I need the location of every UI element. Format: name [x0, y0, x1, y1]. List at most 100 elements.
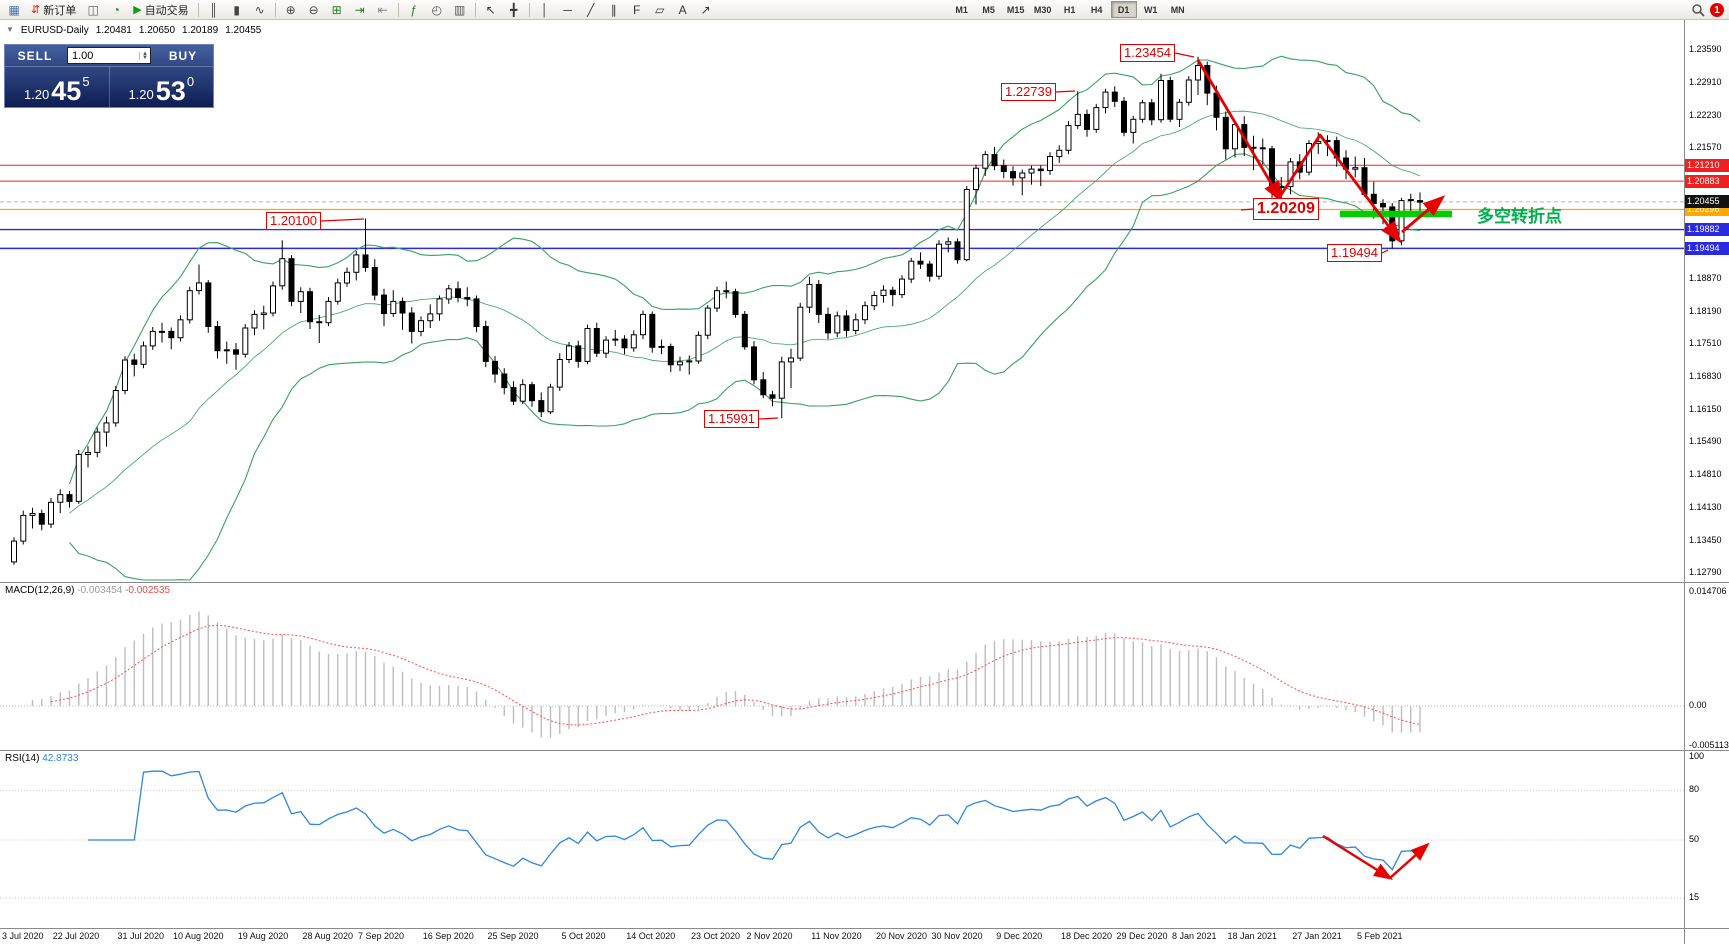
trend-arrow[interactable]: [1279, 133, 1402, 244]
date-axis-label: 9 Dec 2020: [996, 931, 1043, 941]
tf-M5[interactable]: M5: [982, 4, 995, 15]
price-axis-label: 1.13450: [1689, 535, 1722, 545]
buy-price[interactable]: 1.20 53 0: [108, 67, 214, 108]
sell-price[interactable]: 1.20 45 5: [5, 67, 109, 108]
toolbar-separator: [474, 2, 476, 17]
arrows-icon: ↗: [700, 2, 711, 17]
trend-arrow[interactable]: [1389, 842, 1430, 879]
tf-D1[interactable]: D1: [1110, 1, 1137, 18]
turning-point-zone[interactable]: [1340, 210, 1452, 218]
cursor-icon[interactable]: ↖: [480, 0, 502, 19]
shapes-icon[interactable]: ▱: [649, 0, 671, 19]
data-window-icon: ◔: [112, 2, 120, 17]
chart-shift-icon[interactable]: ⇤: [372, 0, 394, 19]
trend-arrow[interactable]: [1196, 59, 1284, 204]
period-icon[interactable]: ◴: [426, 0, 448, 19]
tile-windows-icon: ⊞: [331, 2, 342, 17]
trend-arrow[interactable]: [1322, 834, 1394, 880]
date-axis-label: 7 Sep 2020: [358, 931, 405, 941]
price-axis-label: 1.18870: [1689, 273, 1722, 283]
ohlc-high: 1.20650: [138, 25, 176, 36]
rsi-label: RSI(14) 42.8733: [5, 753, 78, 764]
new-order-button-label: 新订单: [43, 4, 77, 17]
channel-icon[interactable]: ∥: [603, 0, 625, 19]
price-annotation[interactable]: 1.20209: [1253, 198, 1319, 220]
crosshair-icon[interactable]: ╋: [503, 0, 525, 19]
toolbar-separator: [274, 2, 276, 17]
horizontal-line-icon[interactable]: ─: [557, 0, 579, 19]
bar-chart-icon[interactable]: ║: [203, 0, 225, 19]
chart-profiles-icon[interactable]: ◫: [82, 0, 104, 19]
tile-windows-icon[interactable]: ⊞: [326, 0, 348, 19]
text-icon[interactable]: A: [672, 0, 694, 19]
period-icon: ◴: [431, 2, 442, 17]
auto-scroll-icon: ⇥: [354, 2, 365, 17]
tf-W1[interactable]: W1: [1143, 4, 1158, 15]
sell-price-pips: 45: [51, 76, 82, 107]
date-axis-label: 31 Jul 2020: [117, 931, 165, 941]
sell-button[interactable]: SELL: [17, 48, 53, 63]
date-axis-label: 10 Aug 2020: [173, 931, 224, 941]
price-axis-tag: 1.20455: [1685, 195, 1729, 208]
candlestick-chart-icon[interactable]: ▮: [226, 0, 248, 19]
date-axis-label: 14 Oct 2020: [626, 931, 676, 941]
new-order-button[interactable]: ⇵ 新订单: [26, 1, 81, 18]
zoom-in-icon: ⊕: [285, 2, 296, 17]
auto-scroll-icon[interactable]: ⇥: [349, 0, 371, 19]
date-axis-label: 5 Oct 2020: [561, 931, 606, 941]
line-chart-icon[interactable]: ∿: [249, 0, 271, 19]
trendline-icon[interactable]: ╱: [580, 0, 602, 19]
templates-icon[interactable]: ▥: [449, 0, 471, 19]
rsi-axis-label: 80: [1689, 784, 1700, 794]
date-axis-label: 25 Sep 2020: [487, 931, 539, 941]
text-icon: A: [678, 2, 687, 17]
line-chart-icon: ∿: [254, 2, 265, 17]
new-chart-icon[interactable]: ▦: [3, 0, 25, 19]
one-click-trade-panel: SELL 1.00 ▲ ▼ BUY 1.20 45 5 1.20 53 0: [4, 44, 214, 108]
date-axis-label: 20 Nov 2020: [876, 931, 928, 941]
search-icon[interactable]: [1691, 3, 1705, 17]
indicators-icon[interactable]: ƒ: [403, 0, 425, 19]
cursor-icon: ↖: [485, 2, 496, 17]
buy-button[interactable]: BUY: [168, 48, 198, 63]
price-annotation[interactable]: 1.15991: [704, 410, 759, 429]
price-annotation[interactable]: 1.22739: [1001, 83, 1056, 102]
fibonacci-icon[interactable]: F: [626, 0, 648, 19]
buy-price-prefix: 1.20: [128, 87, 154, 102]
macd-signal-value: -0.002535: [125, 585, 171, 596]
crosshair-icon: ╋: [510, 2, 518, 17]
price-axis-tag: 1.21210: [1685, 159, 1729, 172]
zoom-in-icon[interactable]: ⊕: [280, 0, 302, 19]
trend-arrow[interactable]: [1401, 195, 1446, 234]
turning-point-label[interactable]: 多空转折点: [1477, 207, 1562, 226]
auto-trading-button-label: 自动交易: [144, 4, 189, 17]
tf-MN[interactable]: MN: [1170, 4, 1185, 15]
price-annotation[interactable]: 1.19494: [1327, 244, 1382, 263]
sell-price-prefix: 1.20: [23, 87, 50, 102]
arrows-icon[interactable]: ↗: [695, 0, 717, 19]
collapse-triangle-icon[interactable]: ▼: [6, 25, 14, 34]
tf-H1[interactable]: H1: [1063, 4, 1076, 15]
zoom-out-icon[interactable]: ⊖: [303, 0, 325, 19]
volume-spinner[interactable]: ▲ ▼: [139, 51, 150, 61]
fibonacci-icon: F: [633, 2, 641, 17]
vertical-line-icon[interactable]: │: [534, 0, 556, 19]
tf-H4[interactable]: H4: [1090, 4, 1103, 15]
notification-badge[interactable]: 1: [1710, 3, 1724, 17]
price-annotation[interactable]: 1.23454: [1120, 44, 1175, 63]
price-annotation[interactable]: 1.20100: [266, 212, 321, 231]
ohlc-close: 1.20455: [225, 25, 262, 36]
symbol-title: EURUSD-Daily: [20, 25, 89, 36]
tf-M15[interactable]: M15: [1006, 4, 1025, 15]
auto-trading-button[interactable]: ▶ 自动交易: [128, 1, 193, 18]
shapes-icon: ▱: [655, 2, 665, 17]
ohlc-low: 1.20189: [182, 25, 219, 36]
tf-M30[interactable]: M30: [1033, 4, 1052, 15]
price-axis-label: 1.23590: [1689, 44, 1722, 54]
date-axis-label: 28 Aug 2020: [302, 931, 354, 941]
tf-M1[interactable]: M1: [955, 4, 968, 15]
data-window-icon[interactable]: ◔: [105, 0, 127, 19]
price-axis-label: 1.21570: [1689, 142, 1722, 152]
volume-input[interactable]: 1.00 ▲ ▼: [67, 47, 151, 64]
